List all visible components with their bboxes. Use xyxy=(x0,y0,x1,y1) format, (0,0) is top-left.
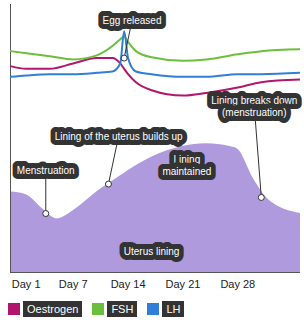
svg-text:Egg released: Egg released xyxy=(103,15,162,26)
html-text:Oestrogen: Oestrogen xyxy=(27,303,79,315)
svg-text:Menstruation: Menstruation xyxy=(17,165,75,176)
svg-text:Day 1: Day 1 xyxy=(12,278,41,290)
svg-text:Day 14: Day 14 xyxy=(111,278,146,290)
svg-text:Day 7: Day 7 xyxy=(59,278,88,290)
svg-text:Liningmaintained: Liningmaintained xyxy=(162,154,211,177)
svg-text:Day 28: Day 28 xyxy=(220,278,255,290)
svg-text:Lining of the uterus builds up: Lining of the uterus builds up xyxy=(55,131,183,142)
html-text:LH: LH xyxy=(166,303,181,315)
html-text:FSH: FSH xyxy=(111,303,134,315)
svg-text:Lining breaks down(menstruatio: Lining breaks down(menstruation) xyxy=(211,95,297,118)
svg-text:Day 21: Day 21 xyxy=(166,278,201,290)
svg-text:Uterus lining: Uterus lining xyxy=(124,246,180,257)
